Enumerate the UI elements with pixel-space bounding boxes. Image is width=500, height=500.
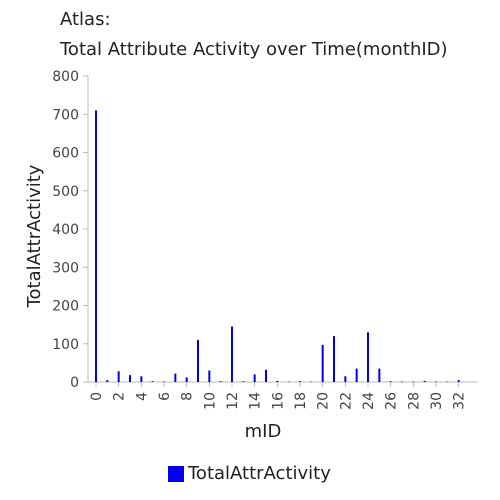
bar [321,344,324,382]
y-tick-label: 300 [52,260,79,276]
bar [163,381,165,383]
bar [174,373,177,382]
bar [253,374,256,382]
y-tick-label: 600 [52,146,79,162]
bar [299,381,301,382]
y-tick-label: 700 [52,107,79,123]
bar [197,339,199,382]
legend-swatch [168,465,184,482]
x-tick-label: 28 [406,392,422,410]
x-tick-label: 6 [157,392,173,401]
x-tick-label: 10 [202,392,218,410]
x-tick-label: 18 [293,392,309,410]
y-tick-label: 400 [52,222,79,238]
bar [401,381,403,383]
bar [242,381,245,382]
x-tick-label: 32 [452,392,468,410]
bar [287,381,290,383]
x-tick-label: 0 [89,392,105,401]
bar [140,376,143,382]
bar [231,326,233,382]
bar [344,376,347,382]
x-tick-label: 24 [361,392,377,410]
bar [208,370,211,382]
x-tick-label: 22 [338,392,354,410]
bar [151,381,154,382]
bar [310,381,313,383]
x-tick-label: 20 [316,392,332,410]
bar [435,381,437,383]
legend-label: TotalAttrActivity [188,463,331,484]
legend: TotalAttrActivity [168,463,331,484]
x-tick-label: 16 [270,392,286,410]
bar [333,336,335,382]
x-tick-label: 12 [225,392,241,410]
bar [129,375,131,382]
bar [412,381,415,383]
bar [106,380,109,382]
x-tick-label: 4 [134,392,150,401]
bar [367,332,369,382]
bar [95,110,97,383]
bar [219,381,222,382]
bar [423,380,426,382]
bar [265,369,267,382]
chart-title: Atlas: [60,9,111,30]
y-tick-label: 800 [52,69,79,85]
y-tick-label: 100 [52,337,79,353]
x-tick-label: 30 [429,392,445,410]
chart-subtitle: Total Attribute Activity over Time(month… [60,39,448,60]
x-tick-label: 8 [180,392,196,401]
bar [355,368,358,382]
bar [378,368,381,382]
bar [389,381,392,382]
bar [117,371,120,382]
bar [276,380,279,382]
x-tick-label: 14 [248,392,264,410]
y-tick-label: 500 [52,184,79,200]
bar [446,381,449,383]
y-tick-label: 0 [70,375,79,391]
x-tick-label: 2 [112,392,128,401]
y-axis-title: TotalAttrActivity [24,164,45,308]
x-tick-label: 26 [384,392,400,410]
x-axis-title: mID [245,421,282,442]
bar [457,380,460,382]
y-tick-label: 200 [52,299,79,315]
bar [185,377,188,382]
